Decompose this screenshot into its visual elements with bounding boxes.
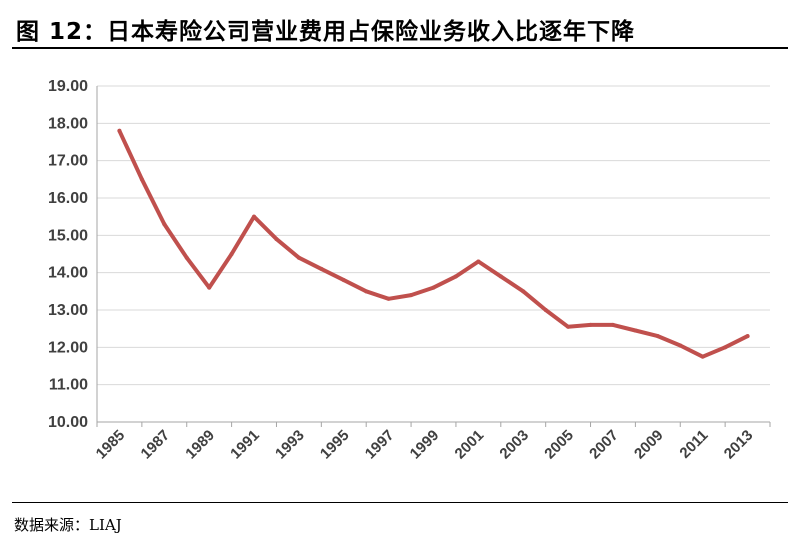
y-tick-label: 16.00: [48, 190, 88, 207]
data-point: [610, 322, 615, 327]
data-point: [723, 345, 728, 350]
data-point: [184, 255, 189, 260]
data-point: [745, 334, 750, 339]
data-point: [633, 328, 638, 333]
data-point: [207, 285, 212, 290]
gridlines: [97, 85, 770, 386]
y-axis-ticks: 10.00 11.00 12.00 13.00 14.00 15.00 16.00 17.00…: [48, 78, 88, 431]
data-point: [498, 274, 503, 279]
series-line: [117, 128, 750, 359]
data-point: [386, 296, 391, 301]
x-tick-label: 1985: [93, 427, 129, 463]
data-point: [139, 177, 144, 182]
y-tick-label: 14.00: [48, 265, 88, 282]
x-tick-label: 1999: [407, 427, 443, 463]
data-point: [319, 266, 324, 271]
x-tick-label: 1993: [272, 427, 308, 463]
data-point: [678, 343, 683, 348]
y-tick-label: 10.00: [48, 414, 88, 431]
data-point: [162, 222, 167, 227]
data-point: [341, 278, 346, 283]
data-point: [655, 334, 660, 339]
data-point: [296, 255, 301, 260]
data-point: [521, 289, 526, 294]
data-source: 数据来源：LIAJ: [14, 516, 122, 534]
data-point: [566, 324, 571, 329]
y-tick-label: 13.00: [48, 302, 88, 319]
data-point: [588, 322, 593, 327]
x-tick-label: 2013: [721, 427, 757, 463]
chart-title: 图 12：日本寿险公司营业费用占保险业务收入比逐年下降: [16, 19, 636, 45]
data-point: [364, 289, 369, 294]
data-point: [476, 259, 481, 264]
y-tick-label: 17.00: [48, 153, 88, 170]
series: [117, 128, 750, 359]
x-tick-label: 1991: [227, 427, 263, 463]
x-tick-label: 1995: [317, 427, 353, 463]
data-point: [453, 274, 458, 279]
data-point: [229, 252, 234, 256]
axes: [96, 86, 771, 427]
x-tick-label: 2007: [586, 427, 622, 463]
x-axis-ticks: 1985 1987 1989 1991 1993 1995 1997 1999 2001 2003…: [93, 427, 757, 463]
y-tick-label: 11.00: [49, 377, 88, 394]
x-tick-label: 1989: [182, 427, 218, 463]
data-point: [700, 354, 705, 359]
y-tick-label: 18.00: [48, 115, 88, 132]
data-point: [252, 214, 257, 219]
x-tick-label: 1997: [362, 427, 398, 463]
y-tick-label: 19.00: [48, 78, 88, 95]
footer-divider: [12, 502, 788, 503]
data-point: [543, 308, 548, 312]
x-tick-label: 2005: [541, 427, 577, 463]
x-tick-label: 2001: [452, 427, 488, 463]
y-tick-label: 15.00: [48, 227, 88, 244]
x-tick-label: 2009: [631, 427, 667, 463]
x-tick-label: 2003: [496, 427, 532, 463]
y-tick-label: 12.00: [48, 339, 88, 356]
data-point: [274, 237, 279, 242]
title-divider: [12, 47, 788, 49]
x-tick-label: 1987: [138, 427, 174, 463]
data-point: [409, 293, 414, 298]
x-tick-label: 2011: [676, 427, 711, 462]
line-chart: 10.00 11.00 12.00 13.00 14.00 15.00 16.00 17.00…: [48, 78, 771, 463]
data-point: [431, 285, 436, 290]
data-point: [117, 128, 122, 133]
